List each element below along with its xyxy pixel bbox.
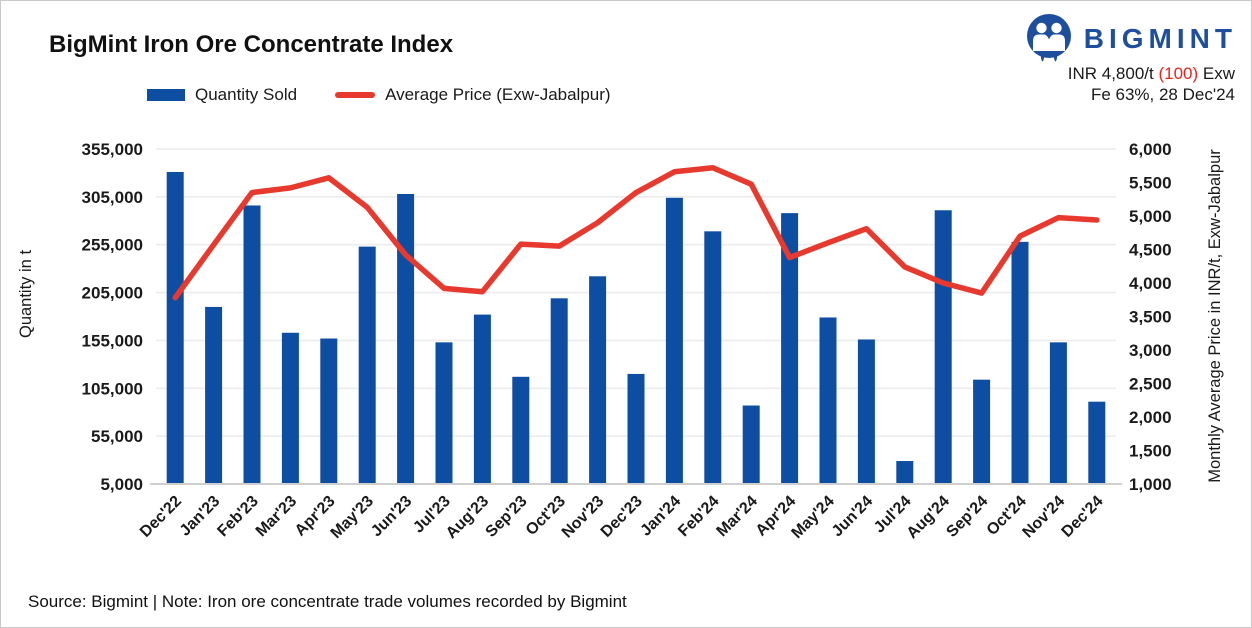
bar-Apr'23 <box>320 338 338 484</box>
bar-Nov'23 <box>589 276 607 484</box>
price-line <box>172 165 1100 301</box>
right-tick-label: 5,500 <box>1129 174 1172 193</box>
bar-Mar'23 <box>281 332 299 484</box>
x-tick-label: Jun'23 <box>368 493 415 540</box>
right-tick-label: 4,500 <box>1129 241 1172 260</box>
bar-Oct'24 <box>1011 241 1029 484</box>
left-tick-label: 355,000 <box>82 140 143 159</box>
bar-Jan'24 <box>665 197 683 485</box>
bar-Dec'22 <box>166 171 184 484</box>
x-tick-label: May'24 <box>789 493 838 542</box>
bar-Jun'24 <box>857 339 875 484</box>
bar-Sep'24 <box>973 379 991 484</box>
x-tick-label: Feb'23 <box>214 493 261 540</box>
brand-name: BIGMINT <box>1083 23 1237 54</box>
right-axis-title: Monthly Average Price in INR/t, Exw-Jaba… <box>1206 149 1224 483</box>
left-tick-label: 205,000 <box>82 284 143 303</box>
bar-Mar'24 <box>742 405 760 484</box>
bar-Jun'23 <box>397 193 415 484</box>
legend-line-swatch <box>335 92 376 98</box>
source-note: Source: Bigmint | Note: Iron ore concent… <box>28 592 627 611</box>
bar-Sep'23 <box>512 376 530 484</box>
right-tick-label: 3,000 <box>1129 341 1172 360</box>
right-tick-label: 6,000 <box>1129 140 1172 159</box>
x-tick-label: Sep'23 <box>483 493 531 541</box>
x-tick-label: Dec'22 <box>137 493 185 541</box>
x-tick-label: Nov'23 <box>559 493 608 542</box>
legend-item-quantity: Quantity Sold <box>147 85 297 105</box>
bar-May'23 <box>358 246 376 484</box>
legend-item-price: Average Price (Exw-Jabalpur) <box>335 85 611 105</box>
x-tick-label: Aug'24 <box>904 493 953 542</box>
index-date-line: Fe 63%, 28 Dec'24 <box>1090 85 1235 104</box>
chart: 355,000 305,000 255,000 205,000 155,000 105,0… <box>1 129 1252 599</box>
right-tick-label: 2,000 <box>1129 408 1172 427</box>
x-tick-label: Jun'24 <box>829 493 876 540</box>
left-tick-label: 155,000 <box>82 331 143 350</box>
legend: Quantity Sold Average Price (Exw-Jabalpu… <box>147 85 611 105</box>
bar-Dec'23 <box>627 373 645 484</box>
index-price-line: INR 4,800/t (100) Exw <box>1067 64 1235 83</box>
x-tick-label: Nov'24 <box>1020 493 1069 542</box>
bar-Jan'23 <box>205 306 223 484</box>
x-tick-label: Jan'24 <box>637 493 684 540</box>
bar-Dec'24 <box>1088 401 1106 484</box>
x-tick-label: Mar'24 <box>714 493 761 540</box>
left-tick-label: 55,000 <box>91 427 143 446</box>
legend-bar-label: Quantity Sold <box>195 85 298 104</box>
right-tick-label: 4,000 <box>1129 274 1172 293</box>
legend-bar-swatch <box>147 89 185 101</box>
bar-Jul'23 <box>435 342 453 484</box>
x-tick-label: Jan'23 <box>177 493 224 540</box>
left-axis-title: Quantity in t <box>17 250 35 338</box>
right-tick-label: 2,500 <box>1129 375 1172 394</box>
x-tick-label: Dec'24 <box>1059 493 1107 541</box>
bar-Apr'24 <box>781 213 799 484</box>
x-tick-label: May'23 <box>328 493 377 542</box>
right-tick-label: 1,000 <box>1129 475 1172 494</box>
right-tick-label: 3,500 <box>1129 308 1172 327</box>
bigmint-logo-icon <box>1026 14 1071 62</box>
x-tick-label: Mar'23 <box>253 493 300 540</box>
x-tick-label: Sep'24 <box>943 493 991 541</box>
left-tick-label: 5,000 <box>100 475 143 494</box>
index-change: (100) <box>1158 64 1199 83</box>
bar-Oct'23 <box>550 298 568 484</box>
bar-May'24 <box>819 317 837 484</box>
bar-Feb'23 <box>243 205 261 484</box>
right-tick-label: 5,000 <box>1129 207 1172 226</box>
bar-Nov'24 <box>1049 342 1067 484</box>
index-info: INR 4,800/t (100) Exw Fe 63%, 28 Dec'24 <box>1068 63 1235 105</box>
left-tick-label: 305,000 <box>82 188 143 207</box>
brand-logo: BIGMINT <box>1025 13 1237 65</box>
bar-Aug'23 <box>473 314 491 484</box>
x-tick-label: Aug'23 <box>443 493 492 542</box>
right-tick-label: 1,500 <box>1129 442 1172 461</box>
legend-line-label: Average Price (Exw-Jabalpur) <box>385 85 611 104</box>
left-tick-label: 105,000 <box>82 379 143 398</box>
chart-svg: 355,000 305,000 255,000 205,000 155,000 105,0… <box>17 140 1224 542</box>
x-tick-label: Feb'24 <box>675 493 722 540</box>
page-title: BigMint Iron Ore Concentrate Index <box>49 31 454 58</box>
x-tick-label: Dec'23 <box>598 493 646 541</box>
bar-Jul'24 <box>896 461 914 484</box>
bar-Feb'24 <box>704 231 722 484</box>
left-tick-label: 255,000 <box>82 236 143 255</box>
bar-Aug'24 <box>934 210 952 484</box>
